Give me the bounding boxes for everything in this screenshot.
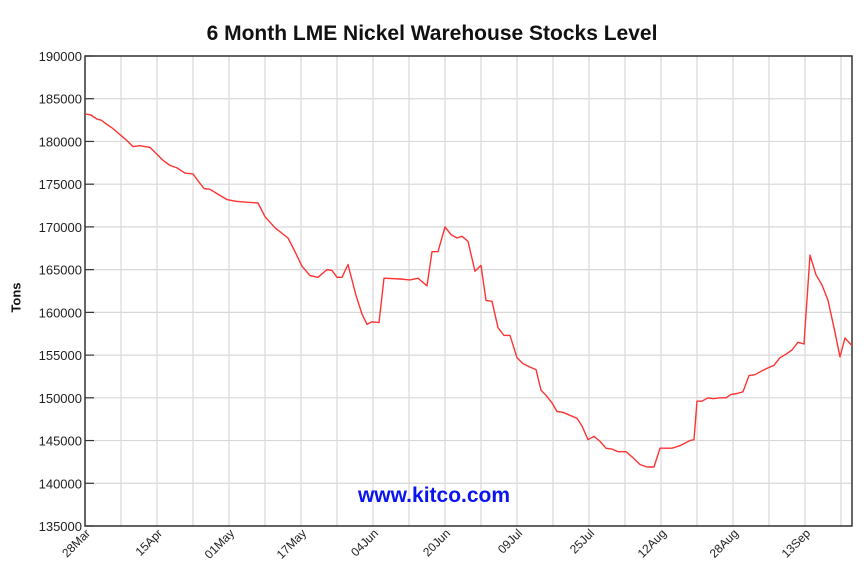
x-tick-label: 13Sep: [779, 526, 814, 561]
gridlines: [85, 55, 852, 527]
y-tick-label: 145000: [39, 434, 82, 449]
y-axis-ticks: 135000 140000 145000 150000 155000 160000 1650…: [39, 49, 94, 534]
y-tick-label: 175000: [39, 177, 82, 192]
y-tick-label: 185000: [39, 92, 82, 107]
y-tick-label: 190000: [39, 49, 82, 64]
x-tick-label: 17May: [274, 526, 309, 561]
series-line: [85, 113, 853, 468]
y-tick-label: 155000: [39, 348, 82, 363]
y-tick-label: 180000: [39, 134, 82, 149]
watermark: www.kitco.com: [357, 484, 511, 507]
y-tick-label: 150000: [39, 391, 82, 406]
x-tick-label: 15Apr: [133, 526, 166, 559]
x-tick-label: 04Jun: [348, 526, 381, 559]
x-tick-label: 20Jun: [420, 526, 453, 559]
x-tick-label: 12Aug: [635, 526, 669, 560]
x-tick-label: 09Jul: [495, 526, 525, 556]
x-tick-label: 01May: [202, 526, 237, 561]
y-tick-label: 170000: [39, 220, 82, 235]
y-tick-label: 140000: [39, 476, 82, 491]
y-tick-label: 160000: [39, 305, 82, 320]
x-tick-label: 25Jul: [567, 526, 597, 556]
plot-border: [84, 55, 853, 527]
y-tick-label: 165000: [39, 263, 82, 278]
chart-title: 6 Month LME Nickel Warehouse Stocks Leve…: [206, 22, 658, 45]
x-axis-ticks: 28Mar 15Apr 01May 17May 04Jun 20Jun 09Jul 25Jul…: [59, 526, 813, 562]
x-tick-label: 28Aug: [707, 526, 741, 560]
y-tick-label: 135000: [39, 519, 82, 534]
